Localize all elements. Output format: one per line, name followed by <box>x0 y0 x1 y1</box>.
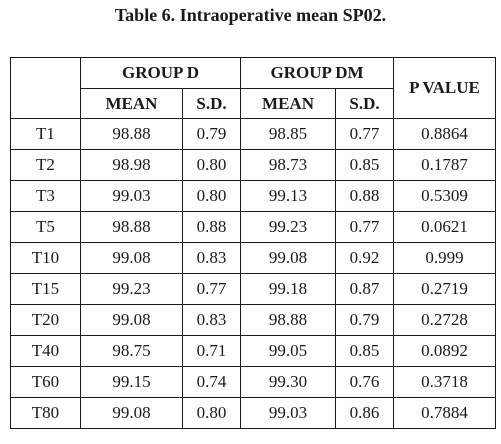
group-dm-sd-header: S.D. <box>335 88 395 119</box>
group-dm-mean: 99.03 <box>240 397 337 429</box>
group-dm-mean: 98.85 <box>240 118 337 150</box>
table-row: T3 99.03 0.80 99.13 0.88 0.5309 <box>10 180 497 212</box>
corner-cell <box>10 57 81 119</box>
group-dm-sd: 0.92 <box>335 242 395 274</box>
group-d-mean: 99.23 <box>80 273 183 305</box>
group-d-sd: 0.77 <box>181 273 242 305</box>
group-dm-sd: 0.86 <box>335 397 395 429</box>
group-dm-sd: 0.77 <box>335 211 395 243</box>
group-d-sd: 0.80 <box>181 397 242 429</box>
table-row: T2 98.98 0.80 98.73 0.85 0.1787 <box>10 149 497 181</box>
p-value: 0.2728 <box>393 304 497 336</box>
p-value: 0.1787 <box>393 149 497 181</box>
group-d-mean: 98.88 <box>80 118 183 150</box>
group-d-mean: 98.98 <box>80 149 183 181</box>
table-row: T20 99.08 0.83 98.88 0.79 0.2728 <box>10 304 497 336</box>
p-value: 0.8864 <box>393 118 497 150</box>
p-value: 0.2719 <box>393 273 497 305</box>
table-row: T1 98.88 0.79 98.85 0.77 0.8864 <box>10 118 497 150</box>
group-dm-mean: 99.08 <box>240 242 337 274</box>
group-d-sd: 0.80 <box>181 180 242 212</box>
header-row-stats: MEAN S.D. MEAN S.D. <box>11 88 496 119</box>
time-label: T1 <box>10 118 81 150</box>
group-d-sd: 0.83 <box>181 304 242 336</box>
group-d-mean: 99.08 <box>80 397 183 429</box>
group-d-mean: 99.03 <box>80 180 183 212</box>
table-row: T60 99.15 0.74 99.30 0.76 0.3718 <box>10 366 497 398</box>
time-label: T5 <box>10 211 81 243</box>
p-value: 0.0892 <box>393 335 497 367</box>
group-d-sd-header: S.D. <box>181 88 242 119</box>
group-dm-sd: 0.85 <box>335 149 395 181</box>
time-label: T2 <box>10 149 81 181</box>
group-dm-header: GROUP DM <box>240 57 395 89</box>
table-row: T80 99.08 0.80 99.03 0.86 0.7884 <box>10 397 497 429</box>
table-title: Table 6. Intraoperative mean SP02. <box>114 5 387 25</box>
group-d-sd: 0.83 <box>181 242 242 274</box>
group-dm-sd: 0.87 <box>335 273 395 305</box>
time-label: T3 <box>10 180 81 212</box>
group-dm-mean: 98.88 <box>240 304 337 336</box>
group-dm-sd: 0.77 <box>335 118 395 150</box>
group-dm-mean: 99.05 <box>240 335 337 367</box>
p-value: 0.3718 <box>393 366 497 398</box>
group-d-mean: 98.75 <box>80 335 183 367</box>
group-dm-sd: 0.79 <box>335 304 395 336</box>
time-label: T80 <box>10 397 81 429</box>
time-label: T60 <box>10 366 81 398</box>
p-value: 0.999 <box>393 242 497 274</box>
header-row-groups: GROUP D GROUP DM P VALUE <box>10 57 497 119</box>
table-row: T40 98.75 0.71 99.05 0.85 0.0892 <box>10 335 497 367</box>
group-d-sd: 0.80 <box>181 149 242 181</box>
group-d-sd: 0.74 <box>181 366 242 398</box>
group-d-header: GROUP D <box>79 57 242 89</box>
group-dm-sd: 0.85 <box>335 335 395 367</box>
group-dm-sd: 0.88 <box>335 180 395 212</box>
p-value: 0.5309 <box>393 180 497 212</box>
group-dm-mean: 99.30 <box>240 366 337 398</box>
time-label: T15 <box>10 273 81 305</box>
group-d-sd: 0.79 <box>181 118 242 150</box>
group-dm-mean: 99.18 <box>240 273 337 305</box>
p-value: 0.7884 <box>393 397 497 429</box>
group-dm-mean-header: MEAN <box>240 88 337 119</box>
time-label: T40 <box>10 335 81 367</box>
group-dm-mean: 99.23 <box>240 211 337 243</box>
spo2-table: GROUP D GROUP DM P VALUE MEAN S.D. MEAN … <box>10 57 497 429</box>
group-d-mean: 99.08 <box>80 242 183 274</box>
group-dm-mean: 98.73 <box>240 149 337 181</box>
group-dm-mean: 99.13 <box>240 180 337 212</box>
group-d-sd: 0.88 <box>181 211 242 243</box>
table-row: T10 99.08 0.83 99.08 0.92 0.999 <box>10 242 497 274</box>
time-label: T20 <box>10 304 81 336</box>
group-d-sd: 0.71 <box>181 335 242 367</box>
time-label: T10 <box>10 242 81 274</box>
p-value: 0.0621 <box>393 211 497 243</box>
group-d-mean-header: MEAN <box>80 88 183 119</box>
group-d-mean: 98.88 <box>80 211 183 243</box>
group-d-mean: 99.15 <box>80 366 183 398</box>
group-dm-sd: 0.76 <box>335 366 395 398</box>
table-row: T15 99.23 0.77 99.18 0.87 0.2719 <box>10 273 497 305</box>
table-row: T5 98.88 0.88 99.23 0.77 0.0621 <box>10 211 497 243</box>
group-d-mean: 99.08 <box>80 304 183 336</box>
p-value-header: P VALUE <box>393 57 497 119</box>
